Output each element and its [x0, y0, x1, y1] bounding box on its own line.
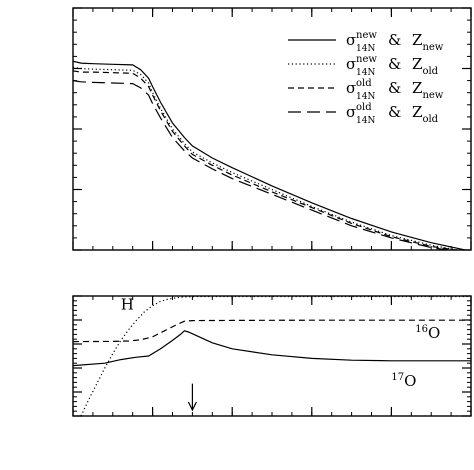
annotation-label: H: [121, 295, 134, 313]
annotation-label: 17O: [391, 372, 416, 390]
legend-label: σnew 14N & Znew: [346, 30, 444, 54]
legend-sigma: σ: [346, 55, 356, 73]
annotation-text: O: [404, 372, 416, 390]
legend-sub: 14N: [356, 44, 375, 54]
legend-sigma: σ: [346, 31, 356, 49]
series-line-s3: [73, 70, 460, 250]
legend-zsub: old: [422, 66, 438, 77]
legend-amp: &: [388, 103, 401, 121]
plot-frame: [72, 295, 472, 417]
annotation-sup: 16: [415, 324, 428, 335]
legend-sup: new: [356, 54, 377, 65]
series-line-O16: [73, 319, 471, 343]
legend-z: Z: [412, 79, 422, 97]
legend-label: σold 14N & Znew: [346, 78, 444, 102]
arrow-head: [187, 401, 197, 412]
legend-sub: 14N: [356, 92, 375, 102]
legend-sup: new: [356, 30, 377, 41]
series-line-s1: [73, 60, 469, 250]
annotation-text: H: [121, 295, 134, 313]
legend-sup: old: [356, 102, 372, 113]
series-line-s2: [73, 66, 462, 250]
series-line-s4: [73, 80, 452, 250]
legend-sigma: σ: [346, 103, 356, 121]
legend-amp: &: [388, 79, 401, 97]
legend-sigma: σ: [346, 79, 356, 97]
series-line-H: [80, 296, 471, 416]
legend-zsub: new: [422, 42, 443, 53]
series-line-O17: [73, 330, 471, 367]
legend-amp: &: [388, 55, 401, 73]
annotation-label: 16O: [415, 324, 440, 342]
annotation-sup: 17: [391, 372, 404, 383]
legend-zsub: old: [422, 114, 438, 125]
legend-amp: &: [388, 31, 401, 49]
legend-z: Z: [412, 103, 422, 121]
legend-z: Z: [412, 31, 422, 49]
legend-sub: 14N: [356, 68, 375, 78]
legend-label: σold 14N & Zold: [346, 102, 439, 126]
annotation-text: O: [428, 324, 440, 342]
legend-zsub: new: [422, 90, 443, 101]
legend-sup: old: [356, 78, 372, 89]
legend-label: σnew 14N & Zold: [346, 54, 439, 78]
legend-z: Z: [412, 55, 422, 73]
legend-sub: 14N: [356, 116, 375, 126]
